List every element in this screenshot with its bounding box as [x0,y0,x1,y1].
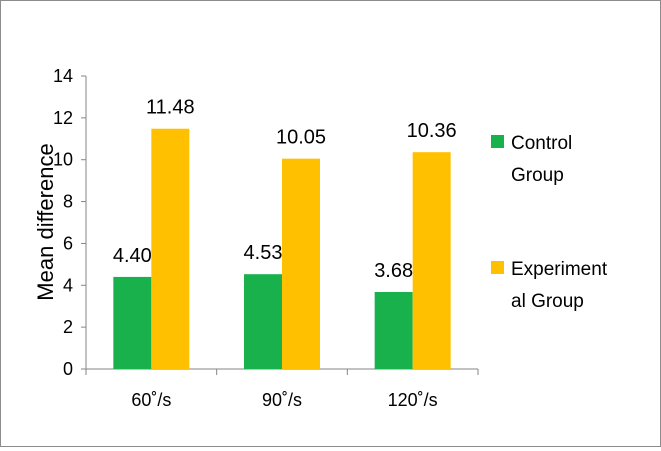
legend-swatch [491,261,504,274]
legend-label: Group [511,165,564,186]
y-tick-label: 10 [53,150,73,170]
x-tick-label: 120˚/s [388,390,438,410]
data-labels: 4.40 4.53 3.68 11.48 10.05 10.36 [113,97,457,282]
y-tick-label: 0 [63,359,73,379]
bar [374,291,413,369]
data-label: 3.68 [374,260,413,282]
y-tick-label: 2 [63,317,73,337]
y-tick-label: 12 [53,108,73,128]
y-tick-label: 6 [63,233,73,253]
legend: Control Group Experiment al Group [491,133,608,312]
y-tick-label: 8 [63,192,73,212]
bar [282,158,320,369]
data-label: 10.05 [276,127,326,149]
y-tick-label: 14 [53,66,73,86]
legend-swatch [491,135,504,148]
y-axis-label: Mean difference [33,143,58,300]
bar [151,128,190,369]
x-tick-label: 90˚/s [262,390,302,410]
data-label: 11.48 [146,97,195,119]
legend-label: Experiment [511,259,608,280]
y-tick-label: 4 [63,275,73,295]
data-label: 10.36 [407,120,457,142]
data-label: 4.53 [244,242,283,264]
legend-label: Control [511,133,572,154]
bar [412,152,451,369]
bar [244,274,282,369]
x-tick-label: 60˚/s [131,390,171,410]
bars [113,128,451,369]
bar [113,276,152,369]
data-label: 4.40 [113,245,152,267]
legend-label: al Group [511,291,584,312]
